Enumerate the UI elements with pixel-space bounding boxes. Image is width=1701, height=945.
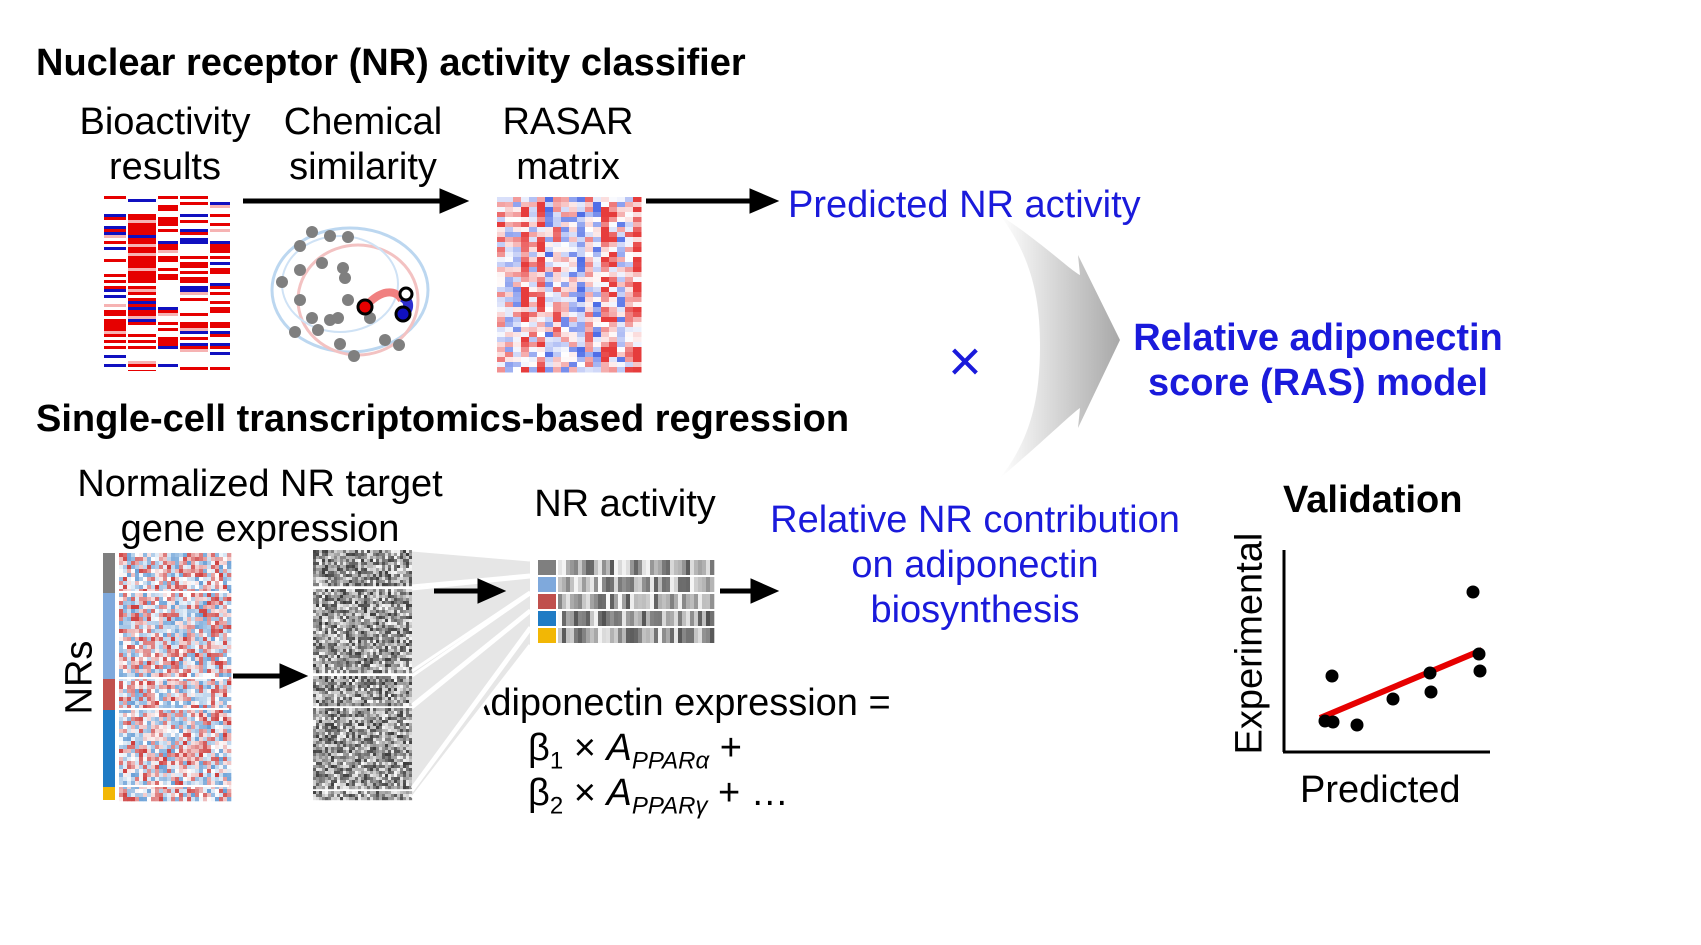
flow-arrows <box>233 188 780 689</box>
predicted-nr-activity-label: Predicted NR activity <box>788 184 1141 226</box>
regression-title: Single-cell transcriptomics-based regres… <box>36 398 850 440</box>
bioactivity-label: Bioactivity results <box>79 101 251 188</box>
equation-line-2: β1 × APPARα + <box>528 727 742 775</box>
equation-line-1: Adiponectin expression = <box>465 682 891 724</box>
rasar-matrix-label: RASAR matrix <box>502 101 634 188</box>
funnel-lines <box>410 548 532 800</box>
chemical-similarity-label: Chemical similarity <box>283 101 443 188</box>
multiply-symbol: × <box>948 329 982 394</box>
ras-model-label: Relative adiponectin score (RAS) model <box>1133 317 1503 404</box>
combine-arrow <box>1000 215 1120 478</box>
validation-title: Validation <box>1283 479 1463 521</box>
rasar-matrix <box>497 197 642 373</box>
nr-activity-label: NR activity <box>534 483 716 525</box>
classifier-title: Nuclear receptor (NR) activity classifie… <box>36 42 746 84</box>
equation-line-3: β2 × APPARγ + … <box>528 772 789 820</box>
chemical-similarity-network <box>270 226 430 362</box>
validation-xlabel: Predicted <box>1300 769 1461 811</box>
validation-scatter <box>1282 550 1490 754</box>
grouped-expression-blocks <box>313 550 413 801</box>
nr-activity-matrix <box>538 560 715 643</box>
normalized-expression-label: Normalized NR target gene expression <box>77 463 443 550</box>
bioactivity-heatmap <box>104 196 230 371</box>
expression-heatmap <box>103 553 232 802</box>
relative-nr-contribution-label: Relative NR contribution on adiponectin bi… <box>770 499 1180 631</box>
